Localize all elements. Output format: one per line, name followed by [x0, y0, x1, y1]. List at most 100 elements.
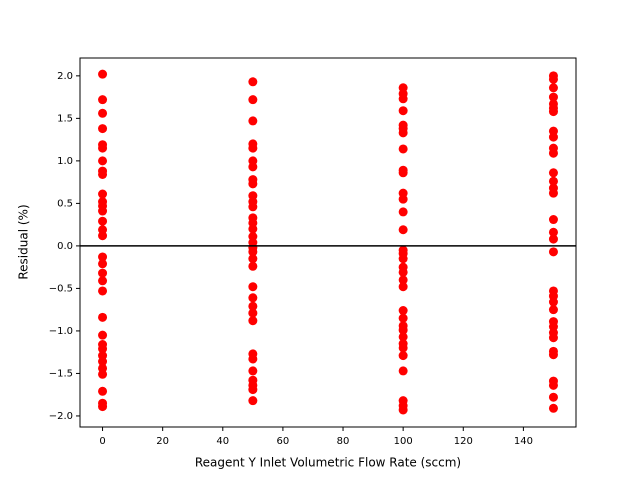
point: [248, 282, 258, 292]
point: [398, 128, 408, 138]
point: [398, 254, 408, 264]
y-tick-label: −0.5: [49, 283, 73, 294]
x-tick-label: 80: [337, 436, 350, 447]
point: [548, 380, 558, 390]
point: [248, 179, 258, 189]
y-tick-label: −1.0: [49, 326, 73, 337]
point: [548, 188, 558, 198]
point: [548, 148, 558, 158]
point: [548, 297, 558, 307]
point: [398, 313, 408, 323]
x-tick-label: 40: [216, 436, 229, 447]
point: [98, 69, 108, 79]
point: [398, 275, 408, 285]
point: [548, 215, 558, 225]
point: [398, 168, 408, 178]
point: [248, 366, 258, 376]
point: [548, 168, 558, 178]
point: [98, 286, 108, 296]
point: [98, 206, 108, 216]
x-axis-label: Reagent Y Inlet Volumetric Flow Rate (sc…: [195, 456, 461, 470]
x-tick-label: 100: [394, 436, 413, 447]
point: [98, 369, 108, 379]
point: [248, 308, 258, 318]
point: [398, 351, 408, 361]
point: [248, 354, 258, 364]
x-tick-label: 120: [454, 436, 473, 447]
point: [248, 202, 258, 212]
point: [98, 268, 108, 278]
y-tick-label: −1.5: [49, 368, 73, 379]
point: [548, 305, 558, 315]
point: [548, 403, 558, 413]
point: [398, 94, 408, 104]
point: [398, 267, 408, 277]
point: [398, 282, 408, 292]
plot-frame: [79, 57, 577, 428]
point: [248, 95, 258, 105]
point: [548, 107, 558, 117]
y-tick-label: 2.0: [57, 71, 73, 82]
point: [398, 332, 408, 342]
point: [98, 330, 108, 340]
point: [98, 386, 108, 396]
point: [98, 124, 108, 134]
point: [398, 144, 408, 154]
point: [98, 95, 108, 105]
point: [248, 162, 258, 172]
point: [248, 254, 258, 264]
point: [548, 132, 558, 142]
point: [398, 194, 408, 204]
point: [98, 357, 108, 367]
point: [398, 366, 408, 376]
point: [248, 316, 258, 326]
point: [548, 83, 558, 93]
y-tick-label: 1.0: [57, 156, 73, 167]
point: [248, 293, 258, 303]
point: [248, 261, 258, 271]
point: [248, 385, 258, 395]
y-tick-label: 0.5: [57, 198, 73, 209]
point: [98, 189, 108, 199]
point: [248, 116, 258, 126]
y-tick-label: −2.0: [49, 411, 73, 422]
point: [548, 176, 558, 186]
point: [548, 234, 558, 244]
point: [248, 143, 258, 153]
point: [548, 74, 558, 84]
x-tick-label: 140: [514, 436, 533, 447]
point: [98, 216, 108, 226]
point: [248, 396, 258, 406]
point: [98, 402, 108, 412]
point: [398, 343, 408, 353]
point: [248, 77, 258, 87]
point: [98, 344, 108, 354]
point: [98, 169, 108, 179]
point: [98, 143, 108, 153]
x-tick-label: 0: [99, 436, 105, 447]
x-tick-label: 60: [277, 436, 290, 447]
y-tick-label: 1.5: [57, 113, 73, 124]
point: [398, 106, 408, 116]
y-tick-label: 0.0: [57, 241, 73, 252]
point: [548, 247, 558, 257]
point: [98, 108, 108, 118]
point: [248, 224, 258, 234]
x-tick-label: 20: [156, 436, 169, 447]
point: [98, 312, 108, 322]
point: [248, 247, 258, 257]
point: [98, 259, 108, 269]
point: [98, 156, 108, 166]
point: [548, 392, 558, 402]
point: [398, 207, 408, 217]
point: [98, 252, 108, 262]
point: [398, 405, 408, 415]
point: [248, 301, 258, 311]
point: [398, 225, 408, 235]
point: [548, 350, 558, 360]
point: [398, 325, 408, 335]
point: [548, 92, 558, 102]
y-axis-label: Residual (%): [17, 204, 31, 279]
point: [98, 276, 108, 286]
